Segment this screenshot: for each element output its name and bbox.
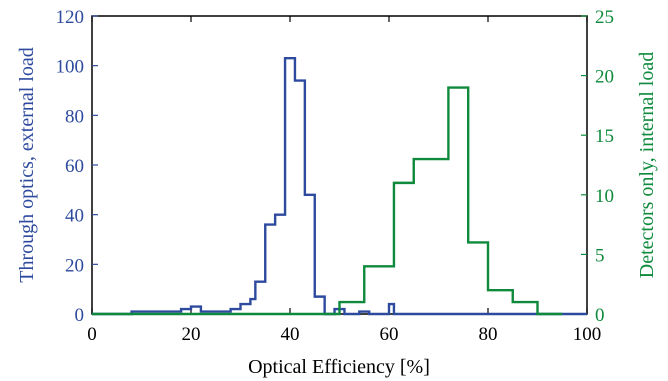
x-axis-title: Optical Efficiency [%] [248, 356, 430, 378]
x-tick-label: 60 [380, 324, 399, 345]
left-y-tick-label: 100 [56, 57, 85, 78]
left-y-axis-title: Through optics, external load [16, 47, 38, 283]
right-y-tick-label: 15 [595, 126, 614, 147]
x-tick-label: 0 [87, 324, 97, 345]
detectors-only-step-line [92, 86, 563, 316]
right-y-tick-label: 25 [595, 7, 614, 28]
x-tick-label: 20 [182, 324, 201, 345]
series-group [92, 57, 587, 316]
x-axis-ticks: 0 20 40 60 80 100 [87, 16, 601, 345]
left-y-tick-label: 120 [56, 7, 85, 28]
right-y-tick-label: 10 [595, 186, 614, 207]
right-y-tick-label: 5 [595, 245, 605, 266]
right-y-axis-ticks: 0 5 10 15 20 25 [581, 7, 614, 326]
x-tick-label: 40 [281, 324, 300, 345]
left-y-tick-label: 0 [75, 305, 85, 326]
through-optics-step-line [92, 57, 587, 316]
right-y-axis-title: Detectors only, internal load [636, 52, 658, 278]
right-y-tick-label: 0 [595, 305, 605, 326]
plot-area-frame [91, 15, 588, 315]
left-y-tick-label: 40 [65, 206, 84, 227]
right-y-tick-label: 20 [595, 67, 614, 88]
left-y-tick-label: 60 [65, 156, 84, 177]
x-tick-label: 100 [573, 324, 602, 345]
x-tick-label: 80 [479, 324, 498, 345]
left-y-tick-label: 20 [65, 255, 84, 276]
left-y-tick-label: 80 [65, 106, 84, 127]
